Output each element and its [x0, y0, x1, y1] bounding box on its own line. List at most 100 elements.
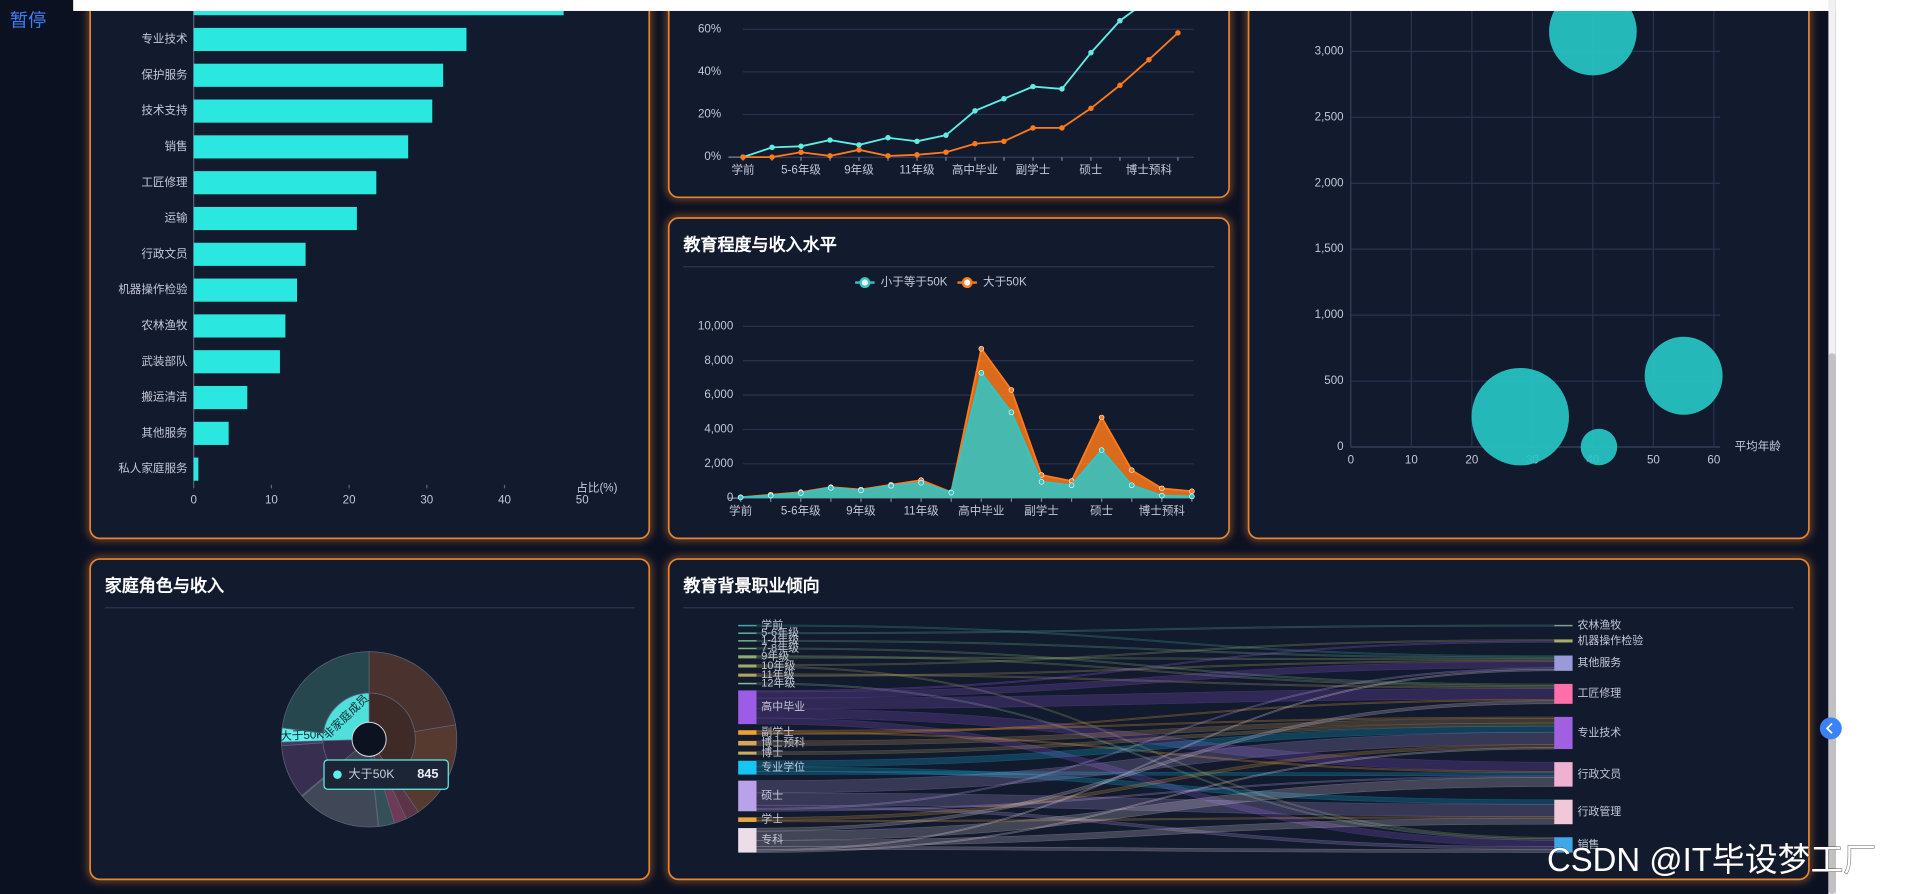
scrollbar-thumb[interactable] [1828, 353, 1836, 894]
point [1001, 95, 1007, 102]
point [914, 138, 920, 145]
point [828, 485, 834, 491]
point [943, 132, 949, 138]
node-label: 博士预科 [761, 735, 805, 749]
y-tick-label: 3,000 [1315, 45, 1344, 57]
point [798, 490, 804, 496]
y-tick-label: 0 [727, 492, 733, 504]
tooltip: 大于50K 845 [323, 759, 449, 790]
panel [667, 558, 1810, 881]
x-tick-label: 副学士 [1024, 504, 1059, 518]
panel-title: 家庭角色与收入 [105, 576, 224, 596]
x-tick-label: 博士预科 [1139, 504, 1186, 518]
y-tick-label: 500 [1324, 375, 1343, 387]
x-tick-label: 30 [420, 495, 433, 507]
point [1068, 482, 1075, 489]
point [918, 479, 924, 486]
y-tick-label: 机器操作检验 [118, 282, 188, 296]
node-label: 专业技术 [1577, 725, 1621, 739]
x-tick-label: 高中毕业 [952, 163, 998, 177]
y-tick-label: 农林渔牧 [141, 318, 188, 332]
sankey-node [738, 751, 757, 755]
y-tick-label: 0 [1337, 441, 1343, 453]
sankey-node [738, 780, 757, 812]
node-label: 销售 [1577, 837, 1599, 851]
point [885, 134, 891, 141]
point [769, 144, 775, 151]
node-label: 行政管理 [1577, 804, 1621, 818]
y-tick-label: 其他服务 [141, 425, 188, 439]
bar [193, 171, 377, 195]
pause-button[interactable]: 暂停 [10, 10, 47, 31]
y-tick-label: 20% [698, 109, 721, 121]
sunburst-segment [281, 651, 370, 734]
x-tick-label: 11年级 [904, 504, 940, 518]
bubble [1644, 336, 1723, 415]
bar [193, 206, 357, 231]
point [1098, 447, 1105, 453]
node-label: 12年级 [761, 675, 795, 689]
point [1030, 125, 1036, 131]
point [737, 494, 744, 501]
bar [193, 314, 286, 338]
node-label: 专业学位 [761, 760, 805, 774]
point [1030, 83, 1036, 90]
sankey-node [738, 664, 757, 668]
panel [667, 0, 1230, 199]
tooltip-value: 845 [417, 766, 438, 781]
y-tick-label: 专业技术 [141, 32, 188, 46]
y-tick-label: 2,000 [1315, 177, 1344, 189]
bar [193, 63, 444, 87]
point [1098, 414, 1105, 421]
toggle-arrow [1825, 722, 1833, 734]
watermark: CSDN @IT毕设梦工厂 [1547, 841, 1876, 878]
sankey-node [1554, 799, 1573, 825]
side-toggle[interactable] [1819, 717, 1842, 740]
y-tick-label: 行政文员 [141, 246, 187, 260]
sankey-link [756, 640, 1555, 693]
x-tick-label: 0 [190, 495, 196, 507]
sankey-link [756, 700, 1555, 832]
x-tick-label: 5-6年级 [781, 504, 821, 518]
x-tick-label: 9年级 [844, 163, 874, 177]
y-tick-label: 技术支持 [141, 103, 188, 117]
point [888, 483, 894, 489]
x-tick-label: 40 [498, 495, 511, 507]
point [1059, 86, 1065, 92]
point [798, 143, 804, 149]
point [1129, 467, 1135, 473]
point [1189, 488, 1195, 495]
x-tick-label: 学前 [729, 504, 752, 518]
y-tick-label: 2,500 [1315, 111, 1344, 123]
node-label: 机器操作检验 [1577, 633, 1643, 647]
bar [193, 278, 298, 302]
sankey-node [738, 828, 757, 853]
point [769, 154, 775, 160]
x-tick-label: 硕士 [1090, 505, 1113, 518]
point [827, 137, 833, 143]
x-tick-label: 10 [265, 495, 278, 507]
bar [193, 421, 229, 445]
point [856, 147, 862, 153]
point [827, 153, 833, 159]
point [1146, 56, 1152, 63]
line [743, 32, 1179, 159]
point [1059, 125, 1065, 131]
y-tick-label: 6,000 [704, 389, 733, 401]
legend-marker [859, 277, 871, 289]
point [972, 108, 978, 114]
y-tick-label: 保护服务 [141, 67, 188, 81]
x-tick-label: 10 [1405, 454, 1418, 466]
node-label: 学士 [761, 812, 783, 826]
point [978, 370, 985, 376]
x-axis-label: 平均年龄 [1735, 439, 1782, 453]
point [1117, 82, 1123, 89]
x-tick-label: 硕士 [1079, 164, 1102, 177]
x-tick-label: 0 [1348, 454, 1354, 466]
bar [193, 457, 199, 481]
sankey-node [738, 673, 757, 677]
sankey-node [738, 817, 757, 822]
charts: 0 10 20 30 40 50占比(%)专业技术保护服务技术支持销售工匠修理运输行政文员… [118, 0, 1781, 853]
point [1088, 105, 1094, 112]
